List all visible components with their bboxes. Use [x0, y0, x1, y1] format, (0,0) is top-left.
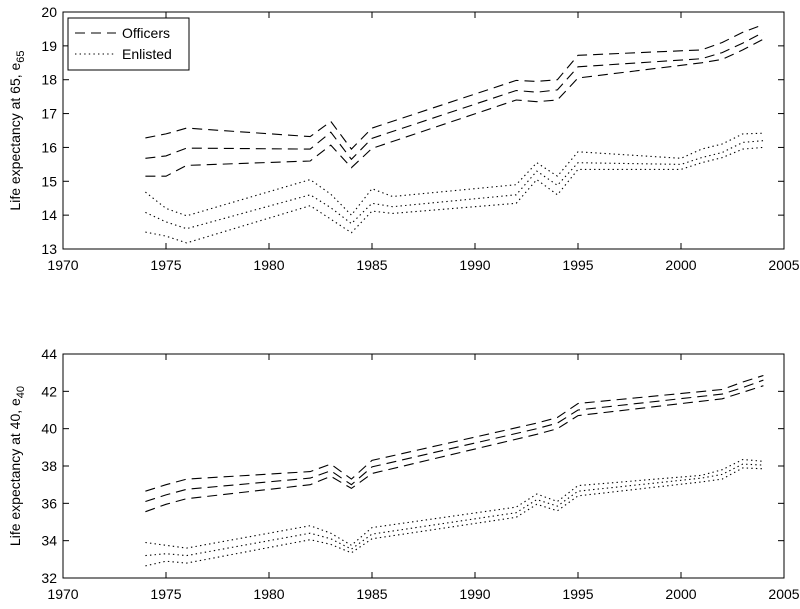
series-line-enlisted-5 — [145, 140, 764, 230]
plot-frame — [62, 353, 785, 579]
y-tick-label: 34 — [41, 533, 57, 549]
chart-panel-2: 1970 1975 1980 1985 1990 1995 2000 2005 32 34 36 38… — [7, 346, 800, 602]
x-tick-label: 1975 — [150, 586, 181, 602]
y-tick-label: 19 — [41, 38, 57, 54]
y-axis-label: Life expectancy at 40, e40 — [7, 386, 27, 546]
series-line-officers-3 — [145, 385, 764, 513]
x-tick-label: 2005 — [768, 586, 799, 602]
legend-label-enlisted: Enlisted — [122, 46, 172, 62]
series-line-enlisted-6 — [145, 146, 764, 244]
x-tick-label: 2005 — [768, 257, 799, 273]
y-axis-label-text: Life expectancy at 65, e — [7, 62, 23, 210]
legend-box — [67, 17, 190, 71]
series-line-enlisted-4 — [145, 132, 764, 217]
x-tick-label: 1980 — [253, 257, 284, 273]
legend-label-officers: Officers — [122, 25, 170, 41]
y-tick-label: 44 — [41, 346, 57, 362]
series-line-officers-3 — [145, 38, 764, 177]
series-line-enlisted-4 — [145, 458, 764, 549]
series-line-enlisted-6 — [145, 467, 764, 567]
y-tick-label: 17 — [41, 106, 57, 122]
y-tick-label: 16 — [41, 139, 57, 155]
x-tick-label: 1985 — [356, 257, 387, 273]
x-tick-label: 1985 — [356, 586, 387, 602]
y-tick-label: 15 — [41, 173, 57, 189]
series-line-officers-2 — [145, 31, 764, 161]
x-tick-label: 1975 — [150, 257, 181, 273]
y-tick-label: 20 — [41, 4, 57, 20]
chart-panel-1: 1970 1975 1980 1985 1990 1995 2000 2005 13 14 15 16… — [7, 4, 800, 273]
series-line-enlisted-5 — [145, 463, 764, 557]
y-tick-label: 13 — [41, 241, 57, 257]
y-tick-label: 42 — [41, 383, 57, 399]
x-tick-label: 1995 — [562, 586, 593, 602]
x-tick-label: 2000 — [665, 586, 696, 602]
y-axis-label-subscript: 40 — [15, 386, 27, 398]
series-line-officers-1 — [145, 374, 764, 492]
y-tick-label: 18 — [41, 72, 57, 88]
y-axis-label: Life expectancy at 65, e65 — [7, 50, 27, 210]
y-axis-label-subscript: 65 — [15, 50, 27, 62]
x-tick-label: 2000 — [665, 257, 696, 273]
y-tick-label: 36 — [41, 495, 57, 511]
y-tick-label: 32 — [41, 570, 57, 586]
x-tick-label: 1990 — [459, 257, 490, 273]
legend: Officers Enlisted — [67, 17, 190, 71]
series-line-officers-1 — [145, 23, 764, 150]
series-line-officers-2 — [145, 379, 764, 503]
x-tick-label: 1980 — [253, 586, 284, 602]
y-tick-label: 14 — [41, 207, 57, 223]
x-tick-label: 1970 — [47, 257, 78, 273]
x-tick-label: 1970 — [47, 586, 78, 602]
x-tick-label: 1995 — [562, 257, 593, 273]
y-tick-label: 38 — [41, 458, 57, 474]
y-axis-label-text: Life expectancy at 40, e — [7, 398, 23, 546]
x-tick-label: 1990 — [459, 586, 490, 602]
plot-frame — [62, 11, 785, 250]
y-tick-label: 40 — [41, 421, 57, 437]
